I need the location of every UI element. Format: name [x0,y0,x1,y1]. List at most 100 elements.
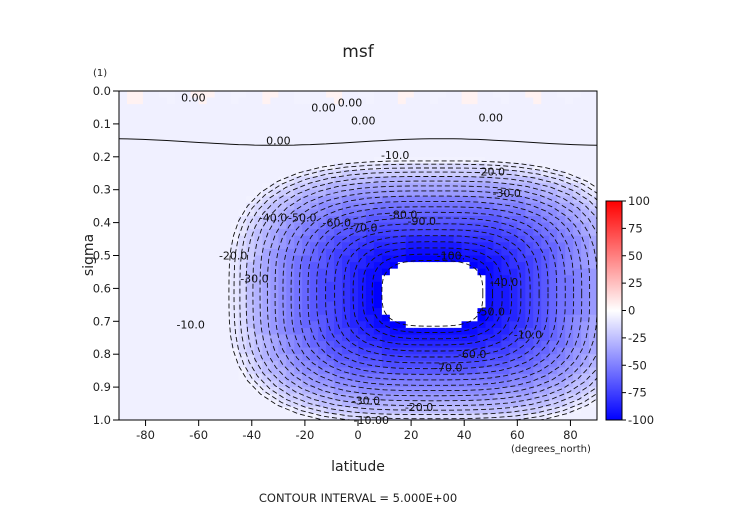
heatmap-cell [525,314,534,322]
heatmap-cell [198,301,208,309]
heatmap-cell [190,387,200,395]
heatmap-cell [469,137,479,145]
heatmap-cell [389,137,399,145]
heatmap-cell [358,262,367,270]
heatmap-cell [581,176,590,184]
heatmap-cell [222,216,232,224]
heatmap-cell [350,242,359,250]
heatmap-cell [134,373,144,382]
heatmap-cell [119,104,128,112]
heatmap-cell [270,110,279,118]
heatmap-cell [119,341,128,349]
heatmap-cell [119,143,128,151]
heatmap-cell [302,216,311,224]
heatmap-cell [437,380,447,388]
heatmap-cell [589,334,597,342]
heatmap-cell [206,97,216,105]
plot-area: 0.000.00 0.000.00 0.000.00-10.0-20.0-30.0-… [118,90,598,427]
heatmap-cell [158,347,168,355]
heatmap-cell [485,130,495,138]
heatmap-cell [134,281,144,289]
heatmap-cell [445,235,455,243]
heatmap-cell [246,281,256,289]
heatmap-cell [126,143,136,151]
heatmap-cell [310,117,319,125]
heatmap-cell [254,169,264,178]
heatmap-cell [166,202,176,211]
heatmap-cell [413,262,423,270]
heatmap-cell [318,130,327,138]
heatmap-cell [461,117,471,125]
heatmap-cell [214,367,224,375]
heatmap-cell [365,163,375,171]
heatmap-cell [421,334,431,342]
heatmap-cell [429,117,439,125]
heatmap-cell [365,222,375,230]
heatmap-cell [581,347,590,355]
heatmap-cell [126,413,136,420]
heatmap-cell [389,400,399,408]
heatmap-cell [429,367,439,375]
heatmap-cell [525,321,534,329]
heatmap-cell [286,229,295,237]
heatmap-cell [254,268,264,276]
colorbar-tick-label: -25 [628,331,647,345]
heatmap-cell [589,281,597,289]
heatmap-cell [190,229,200,237]
heatmap-cell [222,189,232,197]
heatmap-cell [142,268,152,276]
heatmap-cell [565,137,574,145]
heatmap-cell [389,347,399,355]
heatmap-cell [557,288,566,296]
heatmap-cell [206,110,216,118]
heatmap-cell [469,216,479,224]
y-units-label: (1) [93,68,107,79]
heatmap-cell [302,413,311,420]
heatmap-cell [445,91,455,99]
heatmap-cell [525,229,534,237]
heatmap-cell [413,91,423,99]
heatmap-cell [270,104,279,112]
heatmap-cell [158,387,168,395]
heatmap-cell [166,97,176,105]
heatmap-cell [238,400,248,408]
heatmap-cell [342,189,351,197]
heatmap-cell [222,373,232,382]
heatmap-cell [549,222,558,230]
heatmap-cell [262,117,271,125]
heatmap-cell [182,294,192,303]
heatmap-cell [589,248,597,257]
heatmap-cell [365,308,375,316]
heatmap-cell [461,301,471,309]
heatmap-cell [254,202,264,211]
heatmap-cell [565,314,574,322]
heatmap-cell [405,216,415,224]
heatmap-cell [477,334,487,342]
heatmap-cell [365,150,375,158]
heatmap-cell [334,347,343,355]
heatmap-cell [214,150,224,158]
heatmap-cell [365,123,375,132]
heatmap-cell [342,255,351,263]
heatmap-cell [445,123,455,132]
heatmap-cell [126,275,136,283]
heatmap-cell [206,294,216,303]
heatmap-cell [286,248,295,257]
heatmap-cell [278,334,287,342]
heatmap-cell [445,255,455,263]
heatmap-cell [565,255,574,263]
heatmap-cell [166,341,176,349]
heatmap-cell [134,393,144,401]
heatmap-cell [573,222,582,230]
heatmap-cell [119,321,128,329]
heatmap-cell [501,393,510,401]
heatmap-cell [373,321,383,329]
heatmap-cell [278,321,287,329]
heatmap-cell [198,321,208,329]
heatmap-cell [302,281,311,289]
heatmap-cell [142,176,152,184]
heatmap-cell [182,196,192,204]
heatmap-cell [549,117,558,125]
heatmap-cell [525,354,534,362]
